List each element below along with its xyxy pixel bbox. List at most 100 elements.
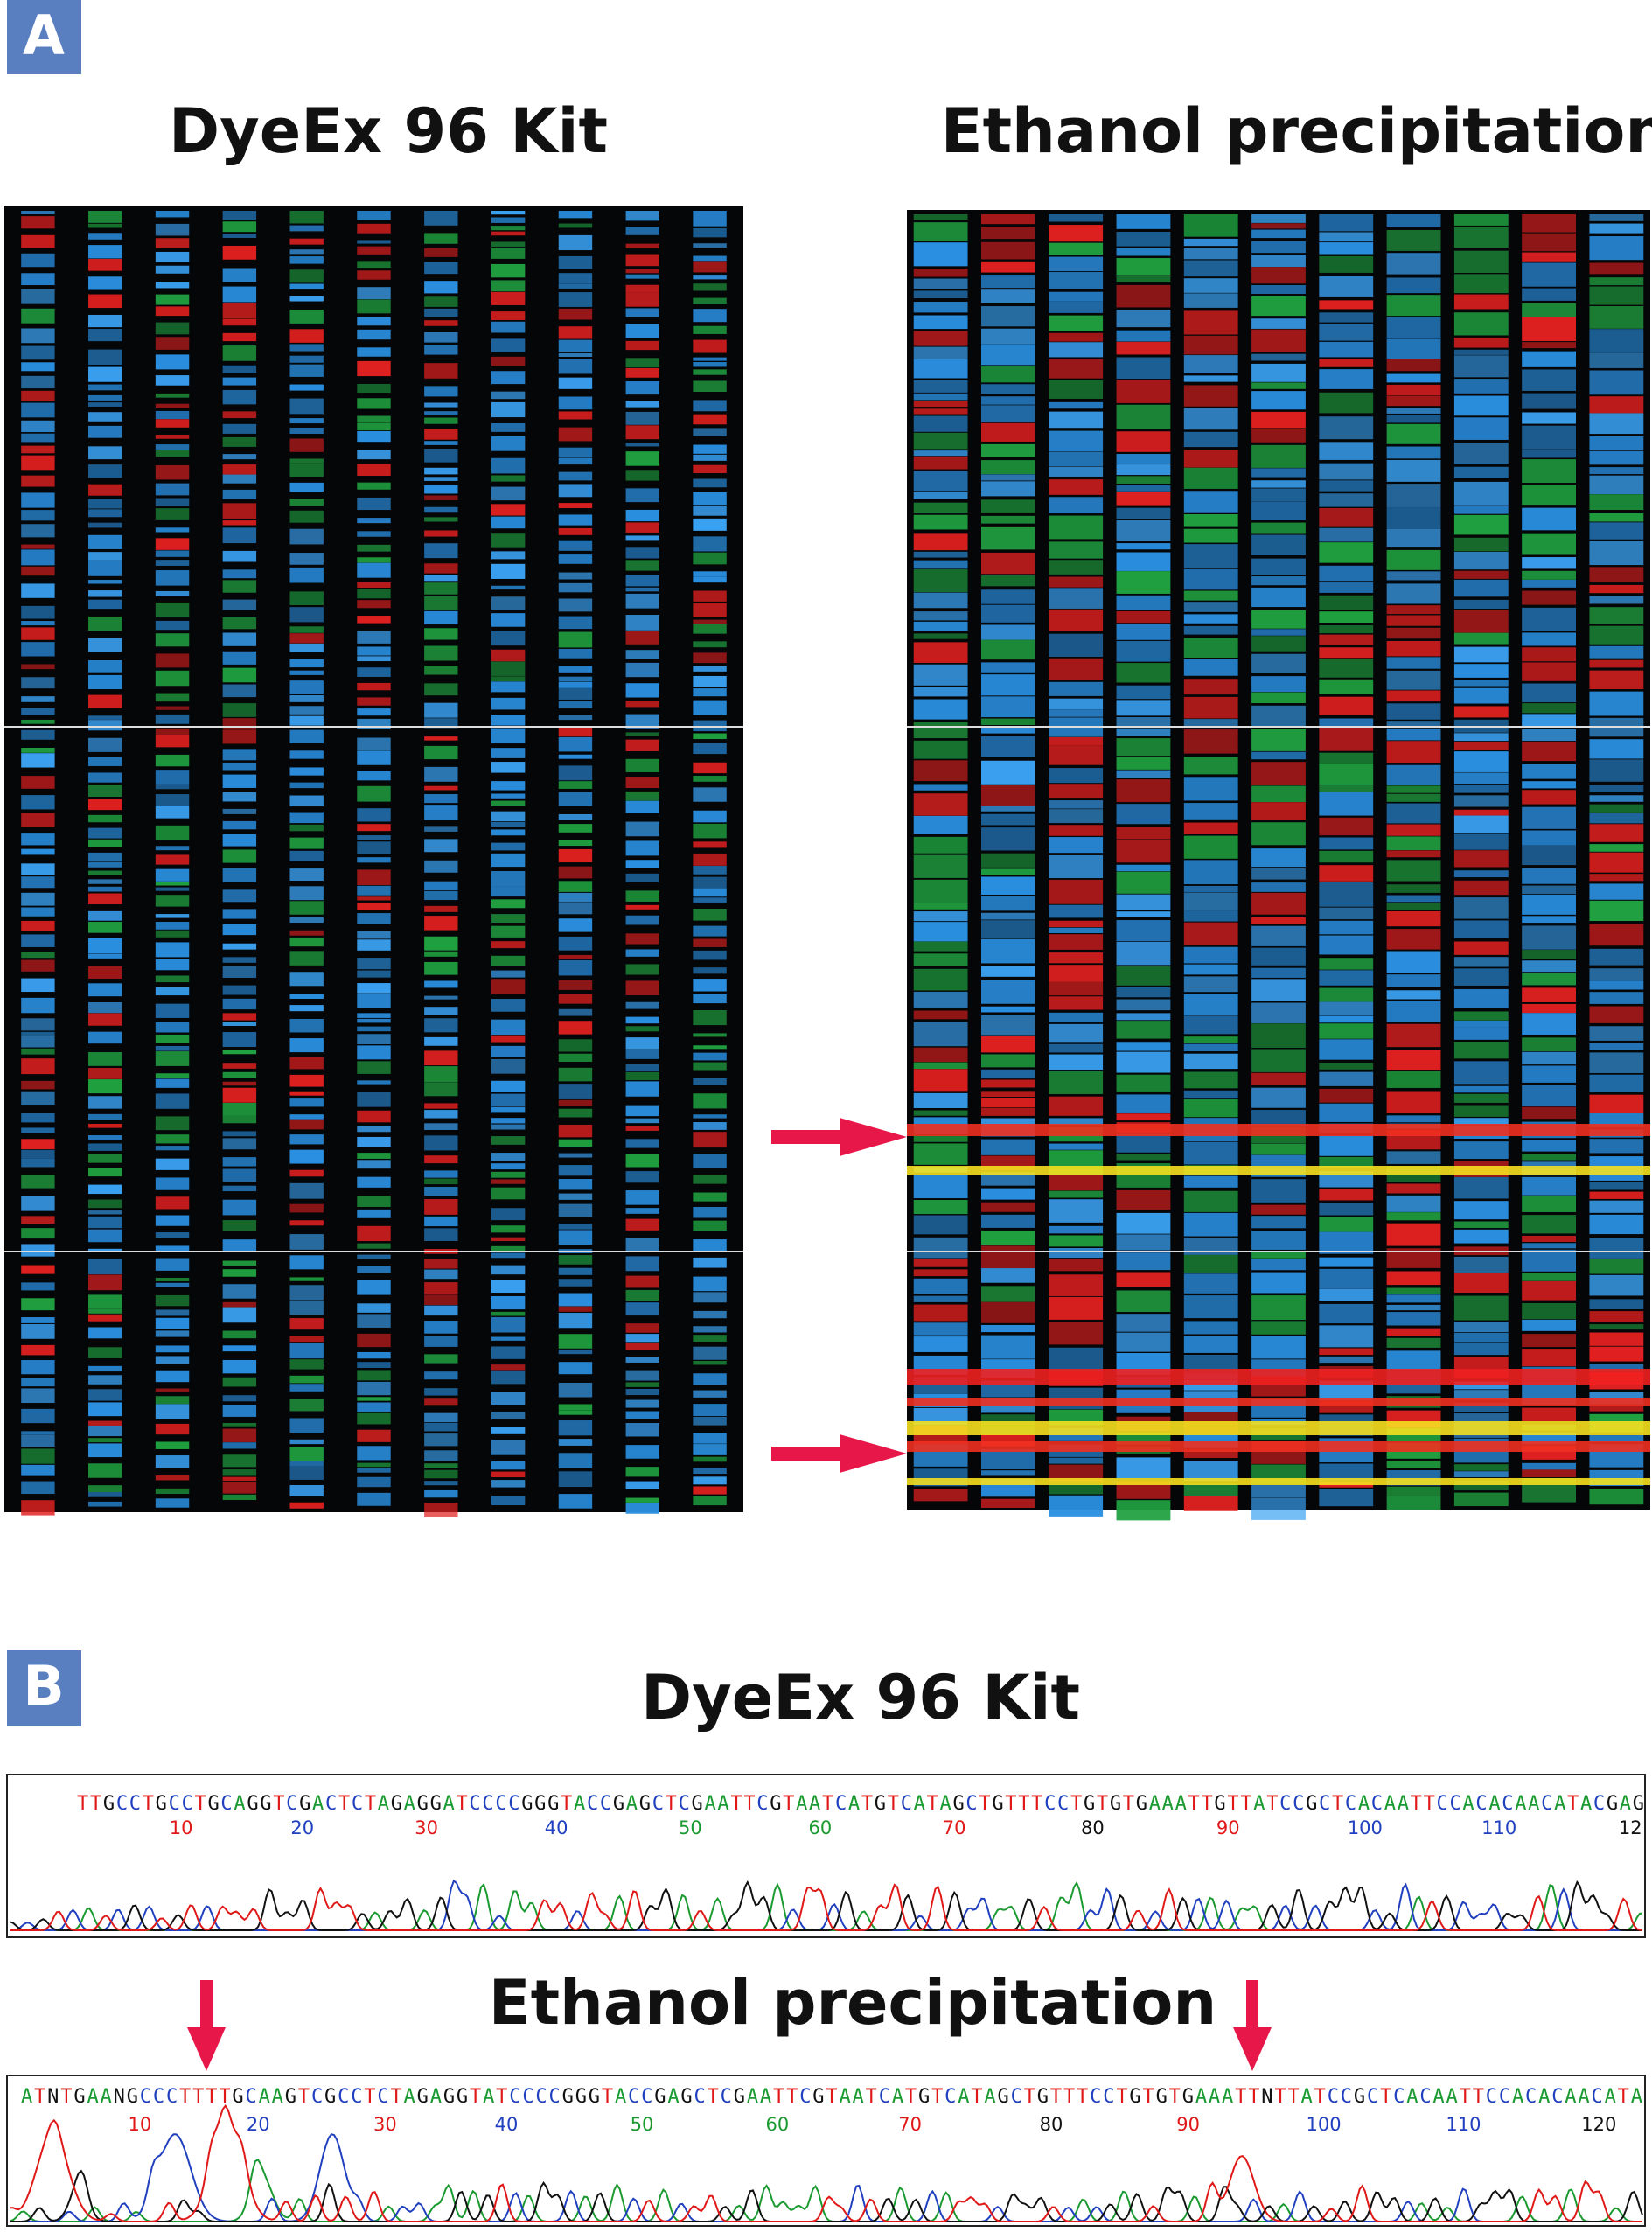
gel-band (1116, 1133, 1171, 1153)
gel-band (693, 1433, 727, 1444)
gel-band (289, 1005, 324, 1012)
gel-band (222, 211, 257, 220)
arrow (771, 1434, 907, 1473)
gel-band (1049, 1175, 1104, 1191)
gel-band (1116, 700, 1171, 716)
gel-band (155, 770, 190, 785)
gel-band (289, 680, 324, 694)
gel-band (693, 603, 727, 617)
gel-band (1589, 804, 1644, 813)
gel-band (357, 1462, 391, 1468)
gel-band (1453, 294, 1509, 310)
gel-band (1453, 1492, 1509, 1507)
gel-band (491, 1245, 526, 1252)
gel-band (558, 411, 593, 420)
gel-band (88, 861, 122, 868)
gel-band (1522, 1319, 1576, 1331)
gel-band (981, 1301, 1035, 1323)
gel-band (1522, 369, 1576, 391)
gel-band (1049, 1071, 1104, 1094)
gel-band (625, 535, 659, 541)
gel-band (491, 1187, 526, 1200)
gel-band (491, 338, 526, 352)
gel-band (913, 1259, 968, 1267)
gel-band (1386, 1195, 1441, 1212)
gel-band (357, 270, 391, 280)
gel-band (1453, 337, 1509, 348)
gel-band (1251, 329, 1306, 352)
gel-band (289, 886, 324, 901)
gel-band (1049, 934, 1104, 950)
gel-band (424, 1186, 458, 1196)
gel-band (558, 848, 593, 863)
gel-band (1049, 854, 1104, 879)
gel-band (1049, 879, 1104, 904)
gel-band (981, 422, 1035, 442)
gel-band (1116, 894, 1171, 910)
gel-band (88, 1294, 122, 1309)
gel-band (1386, 1023, 1441, 1048)
gel-band (693, 1468, 727, 1475)
gel-band (1386, 1115, 1441, 1123)
gel-band (625, 1064, 659, 1072)
gel-band (222, 1157, 257, 1167)
gel-band (222, 464, 257, 475)
gel-band (1049, 825, 1104, 836)
gel-band (88, 1274, 122, 1291)
gel-band (1183, 822, 1238, 834)
gel-band (913, 793, 968, 816)
gel-band (155, 1116, 190, 1131)
gel-band (1589, 305, 1644, 329)
gel-band (289, 427, 324, 435)
gel-band (222, 1359, 257, 1374)
gel-band (357, 1092, 391, 1107)
gel-band (693, 428, 727, 436)
gel-band (693, 464, 727, 474)
gel-band (1116, 827, 1171, 840)
gel-band (357, 737, 391, 750)
gel-band (1522, 1462, 1576, 1470)
gel-band (1522, 741, 1576, 762)
gel-band (21, 1048, 55, 1055)
gel-band (88, 1199, 122, 1209)
gel-band (1319, 1268, 1374, 1289)
gel-band (1116, 454, 1171, 464)
gel-band (1589, 1405, 1644, 1412)
gel-band (88, 245, 122, 259)
gel-band (424, 805, 458, 820)
gel-band (1453, 1381, 1509, 1390)
gel-band (289, 1149, 324, 1164)
gel-band (424, 1282, 458, 1294)
gel-band (88, 1013, 122, 1026)
gel-band (693, 362, 727, 367)
gel-band (289, 824, 324, 832)
gel-band (1386, 359, 1441, 372)
gel-band (491, 311, 526, 321)
gel-band (21, 1500, 55, 1516)
gel-band (21, 1434, 55, 1447)
gel-band (1116, 757, 1171, 770)
base-position: 80 (1040, 2114, 1063, 2135)
gel-band (491, 371, 526, 385)
gel-band (88, 590, 122, 597)
gel-band (1049, 1118, 1104, 1126)
gel-band (693, 369, 727, 375)
gel-band (1589, 1006, 1644, 1023)
gel-band (491, 781, 526, 791)
gel-band (558, 223, 593, 228)
gel-band (1386, 803, 1441, 824)
gel-band (424, 1305, 458, 1316)
gel-band (558, 1293, 593, 1307)
gel-band (1453, 1390, 1509, 1400)
gel-band (693, 1114, 727, 1119)
gel-band (155, 930, 190, 938)
gel-band (1453, 1041, 1509, 1059)
gel-band (625, 284, 659, 293)
gel-band (1116, 248, 1171, 256)
gel-band (88, 638, 122, 652)
gel-band (1251, 1023, 1306, 1049)
gel-band (357, 1280, 391, 1295)
gel-band (222, 849, 257, 863)
gel-band (625, 1399, 659, 1408)
gel-band (1319, 1217, 1374, 1232)
